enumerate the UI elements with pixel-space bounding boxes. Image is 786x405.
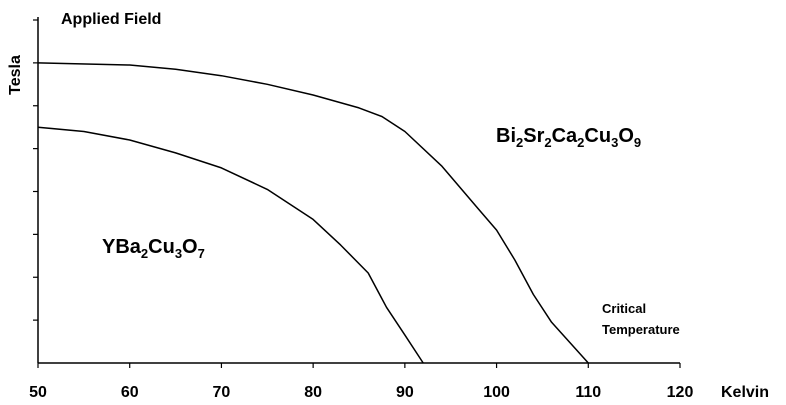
series-label-part: 7 xyxy=(198,246,205,261)
x-tick-label: 120 xyxy=(667,384,694,401)
series-line-bi xyxy=(37,62,589,364)
series-label-part: 2 xyxy=(544,135,551,150)
series-label-part: 2 xyxy=(141,246,148,261)
series-label-y: YBa2Cu3O7 xyxy=(102,236,205,261)
annotation-temperature: Temperature xyxy=(602,322,680,337)
series-label-part: 3 xyxy=(611,135,618,150)
series-label-part: O xyxy=(182,236,198,258)
series-label-part: 2 xyxy=(516,135,523,150)
series-label-part: 2 xyxy=(577,135,584,150)
series-label-part: O xyxy=(618,125,634,147)
x-tick-label: 100 xyxy=(483,384,510,401)
series-label-part: 3 xyxy=(175,246,182,261)
series-label-part: Bi xyxy=(496,125,516,147)
x-tick-label: 110 xyxy=(575,384,601,401)
series-label-part: YBa xyxy=(102,236,142,258)
series-label-part: Ca xyxy=(552,125,578,147)
x-tick-label: 50 xyxy=(29,384,47,401)
series-line-y xyxy=(37,126,424,364)
x-tick-label: 60 xyxy=(121,384,139,401)
series-label-part: Cu xyxy=(584,125,611,147)
x-tick-label: 80 xyxy=(304,384,322,401)
x-tick-label: 70 xyxy=(213,384,231,401)
chart-title: Applied Field xyxy=(61,11,161,28)
series-label-part: Cu xyxy=(148,236,175,258)
y-ticks xyxy=(33,19,38,321)
series-label-part: Sr xyxy=(523,125,544,147)
series-label-bi: Bi2Sr2Ca2Cu3O9 xyxy=(496,125,641,150)
series-label-part: 9 xyxy=(634,135,641,150)
x-axis-label: Kelvin xyxy=(721,384,769,401)
annotation-critical: Critical xyxy=(602,301,646,316)
x-ticks: 50 60 70 80 90 100 110 120 xyxy=(29,363,693,401)
y-axis-label: Tesla xyxy=(7,55,24,95)
x-tick-label: 90 xyxy=(396,384,414,401)
series-lines xyxy=(37,62,589,364)
